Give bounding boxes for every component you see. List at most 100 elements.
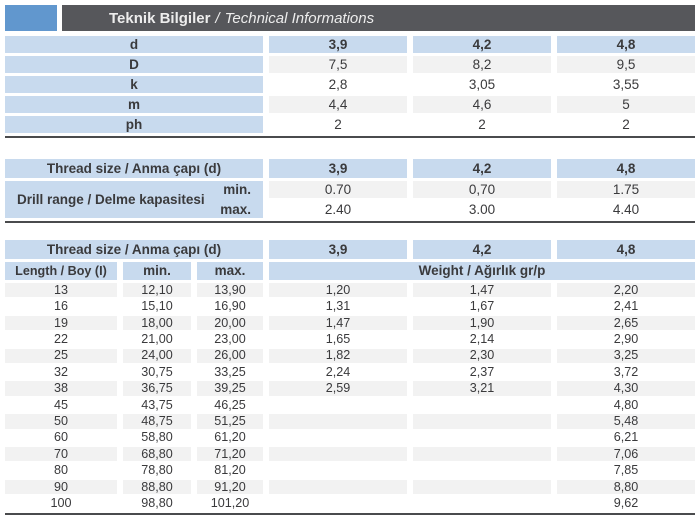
- size-header-cell: 3,9: [269, 159, 407, 178]
- min-cell: 12,10: [123, 283, 191, 298]
- min-cell: 98,80: [141, 495, 173, 510]
- weight-cell: 1,47: [413, 283, 551, 298]
- dim-value-cell: 4,8: [557, 36, 695, 53]
- weight-cell: 6,21: [613, 430, 639, 445]
- dim-value-cell: 2,8: [328, 76, 348, 92]
- weight-cell: 8,80: [557, 479, 695, 495]
- dim-label-cell: k: [5, 76, 263, 93]
- weight-cell: 1,31: [325, 299, 351, 314]
- weight-cell: 2,41: [613, 299, 639, 314]
- length-cell: 60: [53, 430, 68, 445]
- dim-value-cell: 9,5: [557, 56, 695, 73]
- weight-cell: 1,67: [469, 299, 495, 314]
- drill-max-cell: 4.40: [612, 201, 640, 217]
- length-cell: 16: [53, 299, 68, 314]
- weight-cell: [413, 431, 551, 445]
- min-cell: 88,80: [123, 479, 191, 495]
- max-cell: 39,25: [197, 381, 263, 396]
- thread-size-label-cell: Thread size / Anma çapı (d): [5, 240, 263, 259]
- weight-cell: 4,80: [613, 397, 639, 412]
- length-cell: 32: [53, 364, 68, 379]
- table-bottom-border: [5, 221, 695, 223]
- drill-range-label-cell: Drill range / Delme kapasitesi min. max.: [5, 181, 263, 218]
- length-weight-table-body: 13 12,10 13,90 1,20 1,47 2,20 16 15,10 1…: [5, 283, 695, 510]
- weight-cell: [413, 446, 551, 462]
- size-header-cell: 4,8: [557, 240, 695, 259]
- dim-value-cell: 4,2: [413, 36, 551, 53]
- drill-max-cell: 3.00: [468, 201, 496, 217]
- table-bottom-border: [5, 136, 695, 138]
- weight-cell: [413, 496, 551, 510]
- drill-range-table: Thread size / Anma çapı (d) 3,9 4,2 4,8 …: [5, 159, 695, 218]
- weight-cell: 1,47: [269, 315, 407, 331]
- min-cell: 36,75: [123, 381, 191, 396]
- drill-range-label: Drill range / Delme kapasitesi: [17, 192, 205, 207]
- weight-cell: 7,06: [557, 446, 695, 462]
- section-title: Teknik Bilgiler / Technical Informations: [62, 5, 695, 31]
- length-cell: 90: [5, 479, 117, 495]
- size-header-cell: 3,9: [269, 240, 407, 259]
- dim-value-cell: 2: [478, 116, 486, 132]
- max-cell: 13,90: [197, 283, 263, 298]
- thread-size-label-cell: Thread size / Anma çapı (d): [5, 159, 263, 178]
- weight-cell: 3,72: [613, 364, 639, 379]
- weight-cell: 3,21: [413, 381, 551, 396]
- dim-value-cell: 8,2: [413, 56, 551, 73]
- weight-cell: 3,25: [557, 348, 695, 363]
- weight-cell: 2,30: [413, 348, 551, 363]
- max-cell: 51,25: [197, 414, 263, 429]
- weight-cell: [413, 479, 551, 495]
- weight-cell: 5,48: [557, 414, 695, 429]
- dim-label-cell: ph: [5, 116, 263, 133]
- weight-cell: 2,59: [269, 381, 407, 396]
- weight-cell: 1,20: [269, 283, 407, 298]
- length-cell: 25: [5, 348, 117, 363]
- weight-cell: 2,20: [557, 283, 695, 298]
- section-header-bar: Teknik Bilgiler / Technical Informations: [5, 5, 695, 31]
- dim-value-cell: 7,5: [269, 56, 407, 73]
- weight-cell: 7,85: [613, 463, 639, 478]
- max-cell: 20,00: [197, 315, 263, 331]
- max-cell: 16,90: [214, 299, 246, 314]
- weight-cell: 1,90: [413, 315, 551, 331]
- max-cell: 46,25: [214, 397, 246, 412]
- drill-min-cell: 1.75: [557, 181, 695, 198]
- weight-cell: 1,65: [325, 332, 351, 347]
- min-cell: 48,75: [123, 414, 191, 429]
- length-cell: 13: [5, 283, 117, 298]
- size-header-cell: 4,2: [413, 240, 551, 259]
- size-header-cell: 4,2: [413, 159, 551, 178]
- section-title-separator: /: [215, 9, 220, 27]
- weight-header-cell: Weight / Ağırlık gr/p: [269, 262, 695, 280]
- max-cell: 33,25: [214, 364, 246, 379]
- max-label: max.: [220, 202, 251, 217]
- length-cell: 38: [5, 381, 117, 396]
- min-cell: 43,75: [141, 397, 173, 412]
- weight-cell: [413, 398, 551, 412]
- dim-value-cell: 3,05: [468, 76, 496, 92]
- size-header-cell: 4,8: [557, 159, 695, 178]
- drill-min-cell: 0,70: [413, 181, 551, 198]
- weight-cell: 2,24: [325, 364, 351, 379]
- max-cell: 91,20: [197, 479, 263, 495]
- length-cell: 50: [5, 414, 117, 429]
- minmax-labels: min. max.: [220, 181, 251, 218]
- length-cell: 22: [53, 332, 68, 347]
- min-cell: 21,00: [141, 332, 173, 347]
- max-cell: 101,20: [210, 495, 250, 510]
- min-header-cell: min.: [123, 262, 191, 280]
- dim-value-cell: 4,4: [269, 96, 407, 113]
- max-header-cell: max.: [197, 262, 263, 280]
- dim-label-cell: m: [5, 96, 263, 113]
- dimensions-table: d 3,9 4,2 4,8 D 7,5 8,2 9,5 k 2,8 3,05 3…: [5, 36, 695, 133]
- weight-cell: 2,37: [469, 364, 495, 379]
- drill-min-cell: 0.70: [269, 181, 407, 198]
- length-cell: 100: [50, 495, 72, 510]
- section-title-english: Technical Informations: [224, 9, 375, 27]
- min-cell: 58,80: [141, 430, 173, 445]
- min-cell: 15,10: [141, 299, 173, 314]
- dim-value-cell: 3,9: [269, 36, 407, 53]
- weight-cell: 2,90: [613, 332, 639, 347]
- drill-max-cell: 2.40: [324, 201, 352, 217]
- weight-cell: 1,82: [269, 348, 407, 363]
